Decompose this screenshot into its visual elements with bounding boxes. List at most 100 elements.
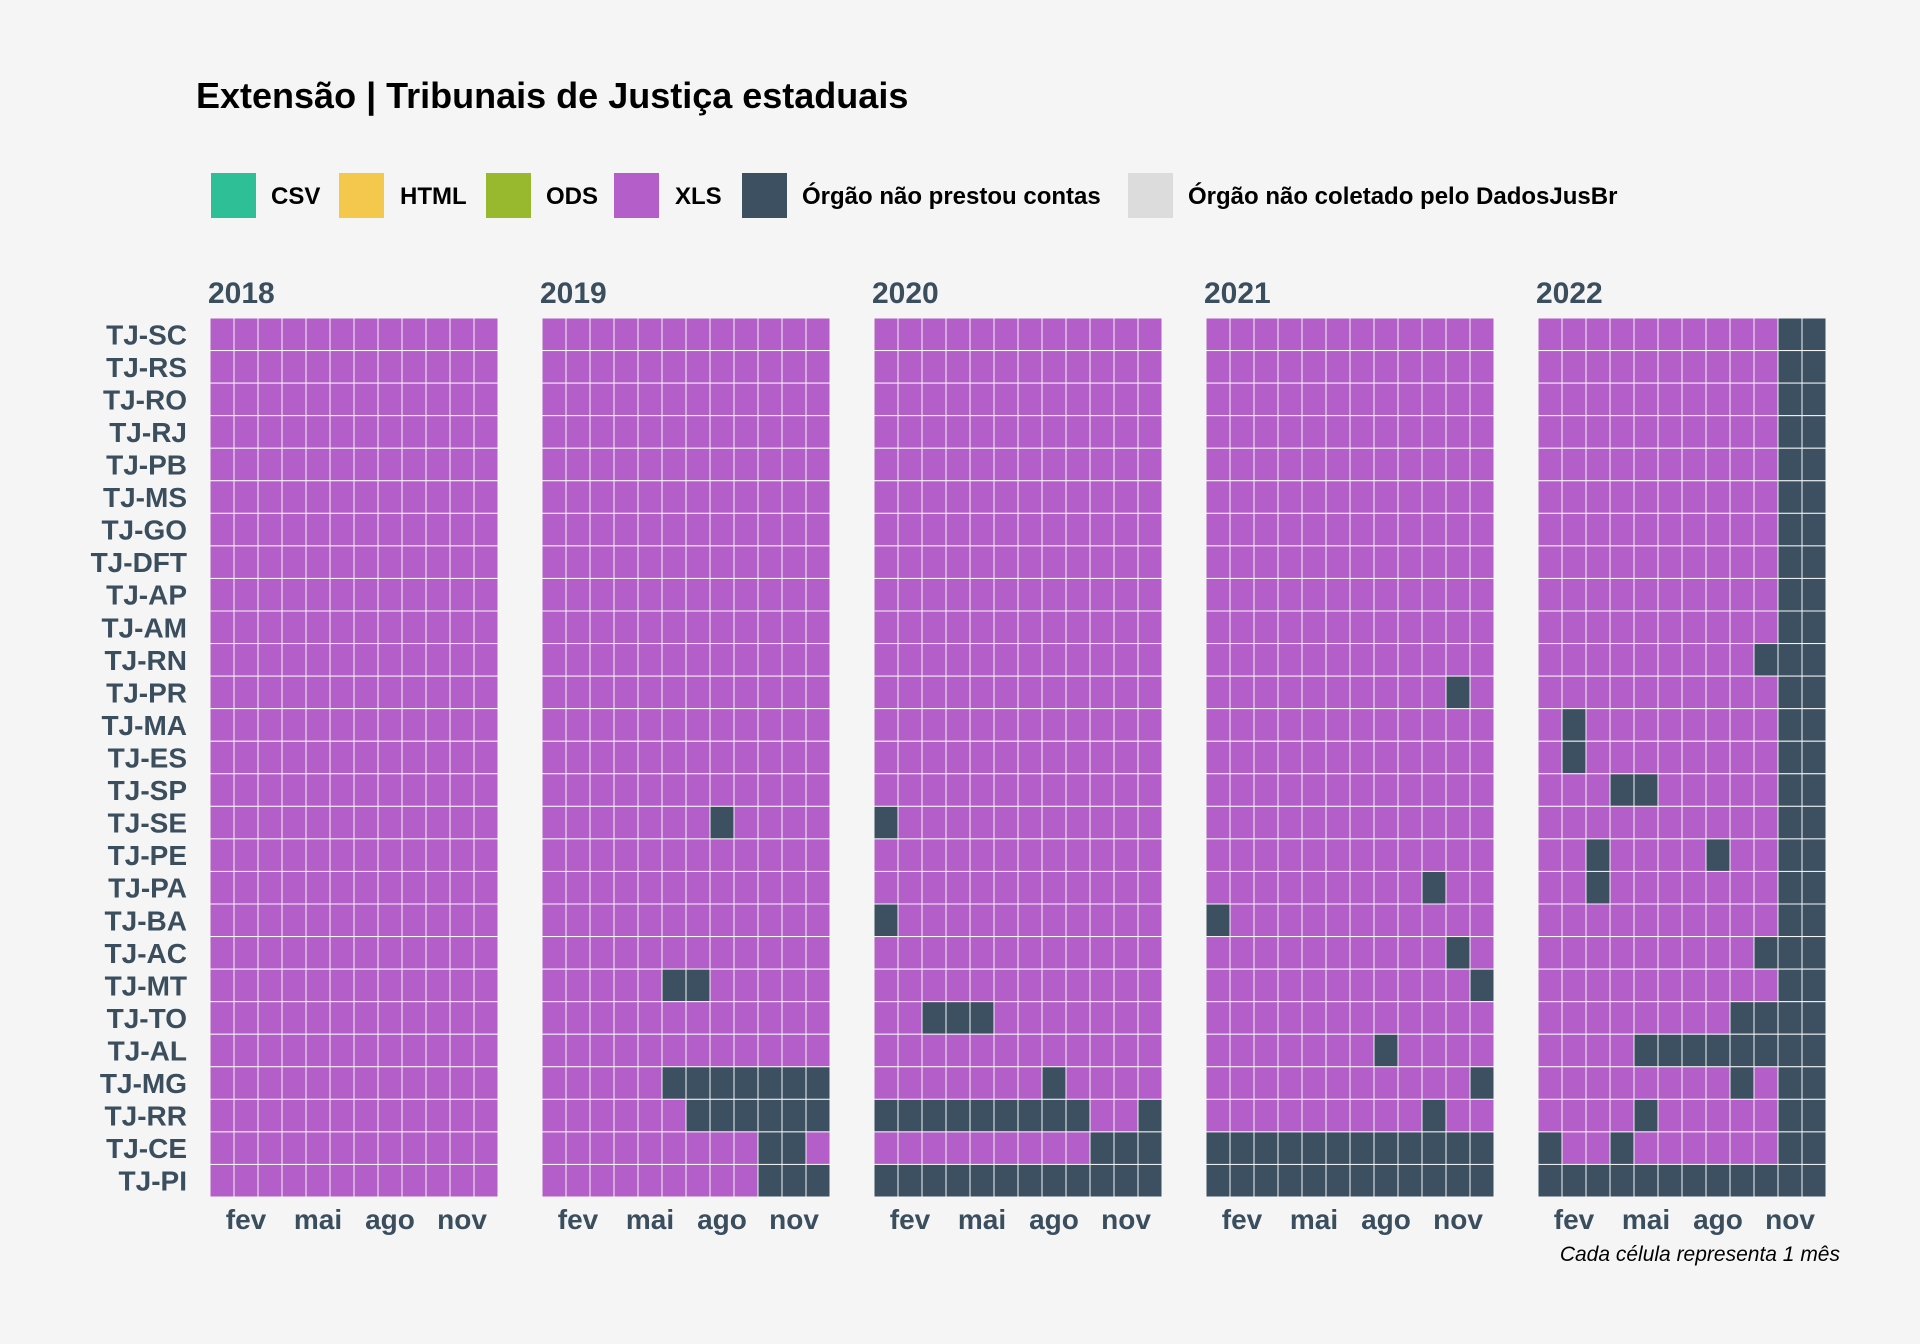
- heatmap-cell: [733, 675, 759, 710]
- heatmap-cell: [1017, 936, 1043, 970]
- heatmap-cell: [661, 545, 687, 579]
- heatmap-cell: [969, 968, 995, 1003]
- heatmap-cell: [1137, 382, 1163, 417]
- heatmap-cell: [1585, 1131, 1611, 1165]
- heatmap-cell: [1089, 415, 1115, 449]
- heatmap-cell: [1585, 382, 1611, 417]
- heatmap-cell: [1469, 643, 1495, 677]
- heatmap-cell: [541, 317, 567, 352]
- heatmap-cell: [1397, 610, 1423, 645]
- heatmap-cell: [1277, 512, 1303, 547]
- heatmap-cell: [781, 1131, 807, 1165]
- heatmap-cell: [425, 1131, 451, 1165]
- heatmap-cell: [993, 317, 1019, 352]
- row-label: TJ-AM: [101, 612, 187, 643]
- heatmap-cell: [565, 382, 591, 417]
- heatmap-cell: [209, 675, 235, 710]
- heatmap-cell: [1113, 610, 1139, 645]
- heatmap-cell: [661, 1033, 687, 1068]
- heatmap-cell: [565, 1131, 591, 1165]
- heatmap-cell: [1017, 740, 1043, 775]
- heatmap-cell: [1445, 577, 1471, 612]
- heatmap-cell: [281, 838, 307, 872]
- heatmap-cell: [1277, 350, 1303, 384]
- heatmap-cell: [781, 577, 807, 612]
- heatmap-cell: [993, 610, 1019, 645]
- heatmap-cell: [1113, 447, 1139, 482]
- heatmap-cell: [377, 708, 403, 742]
- heatmap-cell: [257, 675, 283, 710]
- heatmap-cell: [1681, 577, 1707, 612]
- heatmap-cell: [873, 447, 899, 482]
- heatmap-cell: [401, 936, 427, 970]
- heatmap-cell: [873, 805, 899, 840]
- heatmap-cell: [733, 610, 759, 645]
- heatmap-cell: [589, 838, 615, 872]
- heatmap-cell: [1801, 545, 1827, 579]
- heatmap-cell: [1325, 936, 1351, 970]
- heatmap-cell: [1561, 773, 1587, 807]
- heatmap-cell: [1585, 1066, 1611, 1100]
- heatmap-cell: [969, 936, 995, 970]
- heatmap-cell: [1585, 675, 1611, 710]
- heatmap-cell: [473, 512, 499, 547]
- heatmap-cell: [1609, 838, 1635, 872]
- heatmap-cell: [473, 545, 499, 579]
- heatmap-cell: [401, 1001, 427, 1035]
- heatmap-cell: [1445, 415, 1471, 449]
- heatmap-cell: [993, 936, 1019, 970]
- heatmap-cell: [1397, 643, 1423, 677]
- heatmap-cell: [233, 1131, 259, 1165]
- heatmap-cell: [1089, 545, 1115, 579]
- heatmap-cell: [425, 870, 451, 905]
- heatmap-cell: [733, 1066, 759, 1100]
- heatmap-cell: [473, 740, 499, 775]
- heatmap-cell: [1041, 1131, 1067, 1165]
- heatmap-cell: [1633, 903, 1659, 938]
- heatmap-cell: [473, 382, 499, 417]
- heatmap-cell: [1397, 350, 1423, 384]
- heatmap-cell: [1469, 838, 1495, 872]
- heatmap-cell: [1229, 903, 1255, 938]
- heatmap-cell: [1609, 740, 1635, 775]
- month-tick-label: fev: [890, 1204, 931, 1235]
- heatmap-cell: [661, 1098, 687, 1133]
- heatmap-cell: [1229, 805, 1255, 840]
- heatmap-cell: [1421, 936, 1447, 970]
- heatmap-cell: [613, 577, 639, 612]
- heatmap-cell: [805, 903, 831, 938]
- heatmap-cell: [1137, 903, 1163, 938]
- heatmap-cell: [1801, 350, 1827, 384]
- heatmap-cell: [1633, 968, 1659, 1003]
- heatmap-cell: [969, 610, 995, 645]
- heatmap-cell: [1325, 805, 1351, 840]
- heatmap-cell: [969, 643, 995, 677]
- heatmap-cell: [1089, 1163, 1115, 1198]
- heatmap-cell: [1089, 838, 1115, 872]
- heatmap-cell: [709, 773, 735, 807]
- heatmap-cell: [1729, 968, 1755, 1003]
- heatmap-cell: [353, 773, 379, 807]
- heatmap-cell: [425, 708, 451, 742]
- heatmap-cell: [709, 1098, 735, 1133]
- heatmap-cell: [1657, 1001, 1683, 1035]
- heatmap-cell: [1277, 708, 1303, 742]
- heatmap-cell: [1681, 317, 1707, 352]
- heatmap-cell: [1585, 870, 1611, 905]
- heatmap-cell: [757, 350, 783, 384]
- heatmap-cell: [969, 773, 995, 807]
- heatmap-cell: [1089, 870, 1115, 905]
- heatmap-cell: [1609, 675, 1635, 710]
- heatmap-cell: [1397, 1098, 1423, 1133]
- heatmap-cell: [377, 968, 403, 1003]
- heatmap-cell: [733, 870, 759, 905]
- heatmap-cell: [425, 805, 451, 840]
- heatmap-cell: [305, 1066, 331, 1100]
- heatmap-cell: [733, 480, 759, 514]
- heatmap-cell: [637, 545, 663, 579]
- heatmap-cell: [329, 480, 355, 514]
- heatmap-cell: [377, 1163, 403, 1198]
- heatmap-cell: [1301, 805, 1327, 840]
- heatmap-cell: [281, 480, 307, 514]
- heatmap-cell: [1801, 675, 1827, 710]
